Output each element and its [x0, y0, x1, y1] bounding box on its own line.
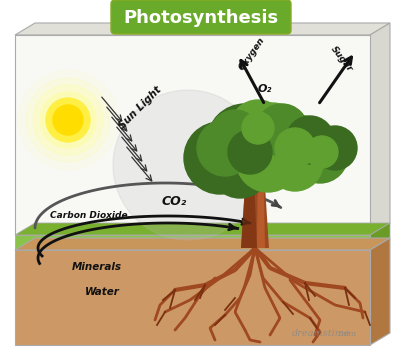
Polygon shape: [15, 235, 370, 250]
Circle shape: [210, 138, 270, 198]
Polygon shape: [15, 35, 370, 235]
Text: Oxygen: Oxygen: [237, 36, 267, 72]
Circle shape: [53, 105, 83, 135]
Text: Carbon Dioxide: Carbon Dioxide: [50, 211, 128, 220]
Circle shape: [275, 128, 315, 168]
Polygon shape: [241, 155, 257, 248]
Text: O₂: O₂: [258, 84, 272, 94]
Polygon shape: [255, 128, 290, 165]
Text: Sun Light: Sun Light: [117, 85, 163, 131]
Circle shape: [18, 70, 118, 170]
Text: CO₂: CO₂: [162, 195, 187, 208]
Circle shape: [113, 90, 263, 240]
Circle shape: [228, 130, 272, 174]
Polygon shape: [370, 223, 390, 250]
Polygon shape: [15, 250, 370, 345]
Polygon shape: [205, 122, 253, 175]
Circle shape: [286, 116, 334, 164]
Polygon shape: [241, 155, 269, 248]
Circle shape: [26, 78, 110, 162]
Circle shape: [242, 112, 274, 144]
Polygon shape: [370, 238, 390, 345]
Circle shape: [306, 136, 338, 168]
Circle shape: [230, 100, 286, 156]
Circle shape: [267, 135, 323, 191]
Text: Sugar: Sugar: [329, 45, 355, 74]
Text: dreamstime: dreamstime: [292, 329, 351, 338]
Circle shape: [33, 85, 103, 155]
Circle shape: [207, 104, 283, 180]
Polygon shape: [213, 118, 255, 168]
Circle shape: [292, 127, 348, 183]
Polygon shape: [257, 155, 265, 248]
Polygon shape: [15, 238, 390, 250]
Text: Minerals: Minerals: [72, 262, 122, 272]
Text: Photosynthesis: Photosynthesis: [124, 9, 278, 27]
Circle shape: [265, 115, 331, 181]
Circle shape: [256, 104, 308, 156]
Polygon shape: [15, 223, 390, 235]
Circle shape: [313, 126, 357, 170]
Circle shape: [46, 98, 90, 142]
Circle shape: [237, 103, 307, 173]
Polygon shape: [370, 23, 390, 235]
Circle shape: [197, 120, 253, 176]
Circle shape: [184, 122, 256, 194]
Polygon shape: [263, 125, 335, 178]
Circle shape: [210, 110, 260, 160]
Circle shape: [236, 128, 300, 192]
Circle shape: [40, 92, 96, 148]
Polygon shape: [15, 23, 390, 35]
Text: .com: .com: [336, 330, 356, 338]
Text: Water: Water: [85, 287, 120, 297]
FancyBboxPatch shape: [111, 0, 291, 34]
